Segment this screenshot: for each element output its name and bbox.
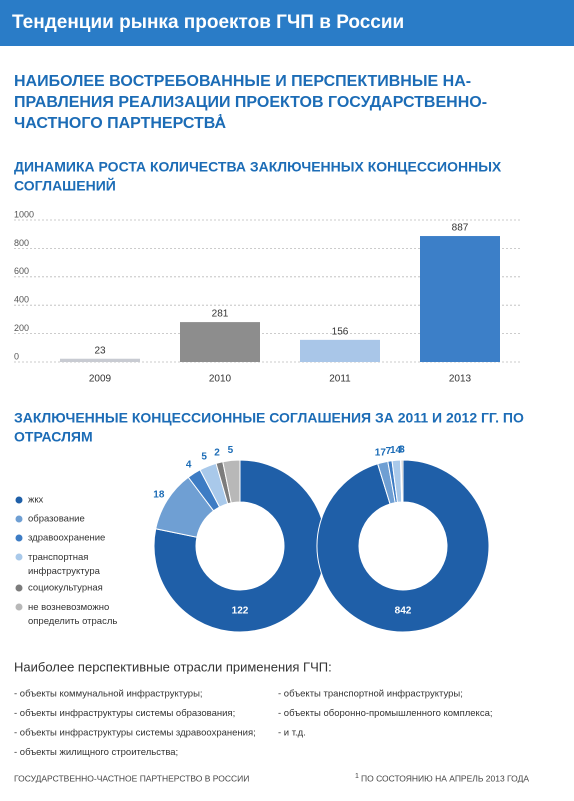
footnote-mark: 1 [218,112,223,122]
donut-slice [400,459,404,503]
legend-label: не возневозможно определить отрасль [28,602,117,627]
value-label: 5 [201,452,207,463]
value-label: 281 [212,309,229,320]
value-label: 18 [153,489,165,500]
legend-swatch [15,553,23,561]
footer-left: ГОСУДАРСТВЕННО-ЧАСТНОЕ ПАРТНЕРСТВО В РОС… [14,773,249,783]
heading-line: ЧАСТНОГО ПАРТНЕРСТВА [14,115,227,132]
donut-slice [316,459,490,633]
x-tick-label: 2013 [449,374,472,385]
value-label: 5 [228,445,234,456]
footer-right: ПО СОСТОЯНИЮ НА АПРЕЛЬ 2013 ГОДА [361,773,529,783]
value-label: 7 [386,446,392,457]
y-tick-label: 600 [14,266,29,276]
list-item: - объекты инфраструктуры системы образов… [14,708,235,719]
chart-title: ДИНАМИКА РОСТА КОЛИЧЕСТВА ЗАКЛЮЧЕННЫХ КО… [14,159,502,175]
list-item: - объекты оборонно-промышленного комплек… [278,708,493,719]
value-label: 122 [232,606,249,617]
bar [180,322,260,362]
legend-label: социокультурная [28,583,103,594]
legend-swatch [15,534,23,542]
legend-label: здравоохранение [28,533,105,544]
legend-swatch [15,515,23,523]
legend-swatch [15,603,23,611]
x-tick-label: 2009 [89,374,112,385]
list-item: - объекты транспортной инфраструктуры; [278,689,463,700]
bar [420,236,500,362]
header-bar [0,0,574,46]
y-tick-label: 400 [14,295,29,305]
header-title: Тенденции рынка проектов ГЧП в России [12,12,404,33]
legend-label: транспортная инфраструктура [28,552,101,577]
value-label: 23 [94,345,106,356]
legend-swatch [15,584,23,592]
value-label: 156 [332,326,349,337]
y-tick-label: 200 [14,323,29,333]
list-title: Наиболее перспективные отрасли применени… [14,659,332,674]
y-tick-label: 0 [14,351,19,361]
y-tick-label: 1000 [14,209,34,219]
heading-line: НАИБОЛЕЕ ВОСТРЕБОВАННЫЕ И ПЕРСПЕКТИВНЫЕ … [14,73,471,90]
chart-title: ОТРАСЛЯМ [14,429,93,445]
bar [300,339,380,362]
value-label: 14 [390,445,402,456]
value-label: 17 [375,447,387,458]
value-label: 1 [398,445,404,456]
value-label: 3 [399,445,405,456]
list-item: - объекты коммунальной инфраструктуры; [14,689,203,700]
list-item: - объекты жилищного строительства; [14,747,178,758]
chart-title: СОГЛАШЕНИЙ [14,177,116,194]
chart-title: ЗАКЛЮЧЕННЫЕ КОНЦЕССИОННЫЕ СОГЛАШЕНИЯ ЗА … [14,410,524,426]
donut-slice [222,459,241,504]
x-tick-label: 2011 [329,374,351,385]
bar [60,358,140,362]
list-item: - и т.д. [278,728,306,739]
y-tick-label: 800 [14,238,29,248]
list-item: - объекты инфраструктуры системы здравоо… [14,728,256,739]
legend-swatch [15,496,23,504]
value-label: 887 [452,223,469,234]
legend-label: жкх [28,495,44,506]
value-label: 842 [395,606,412,617]
value-label: 2 [214,447,220,458]
value-label: 4 [186,460,192,471]
legend-label: образование [28,514,85,525]
footnote-mark: 1 [355,773,359,780]
x-tick-label: 2010 [209,374,232,385]
heading-line: ПРАВЛЕНИЯ РЕАЛИЗАЦИИ ПРОЕКТОВ ГОСУДАРСТВ… [14,94,487,111]
